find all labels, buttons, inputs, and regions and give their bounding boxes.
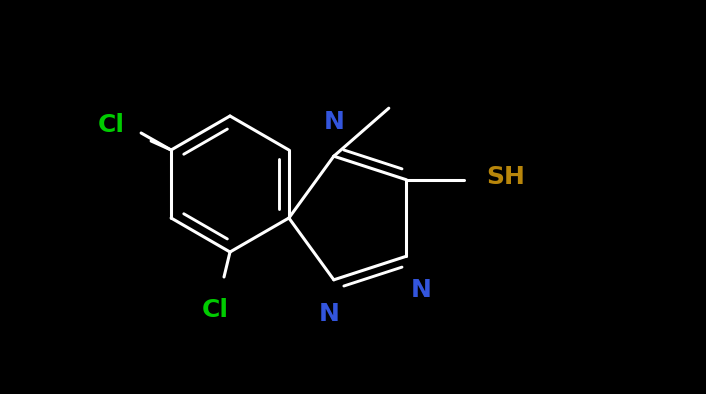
Text: SH: SH — [486, 165, 525, 189]
Text: Cl: Cl — [201, 298, 229, 322]
Text: Cl: Cl — [97, 113, 125, 137]
Text: N: N — [323, 110, 345, 134]
Text: N: N — [318, 302, 340, 326]
Text: N: N — [411, 278, 432, 302]
